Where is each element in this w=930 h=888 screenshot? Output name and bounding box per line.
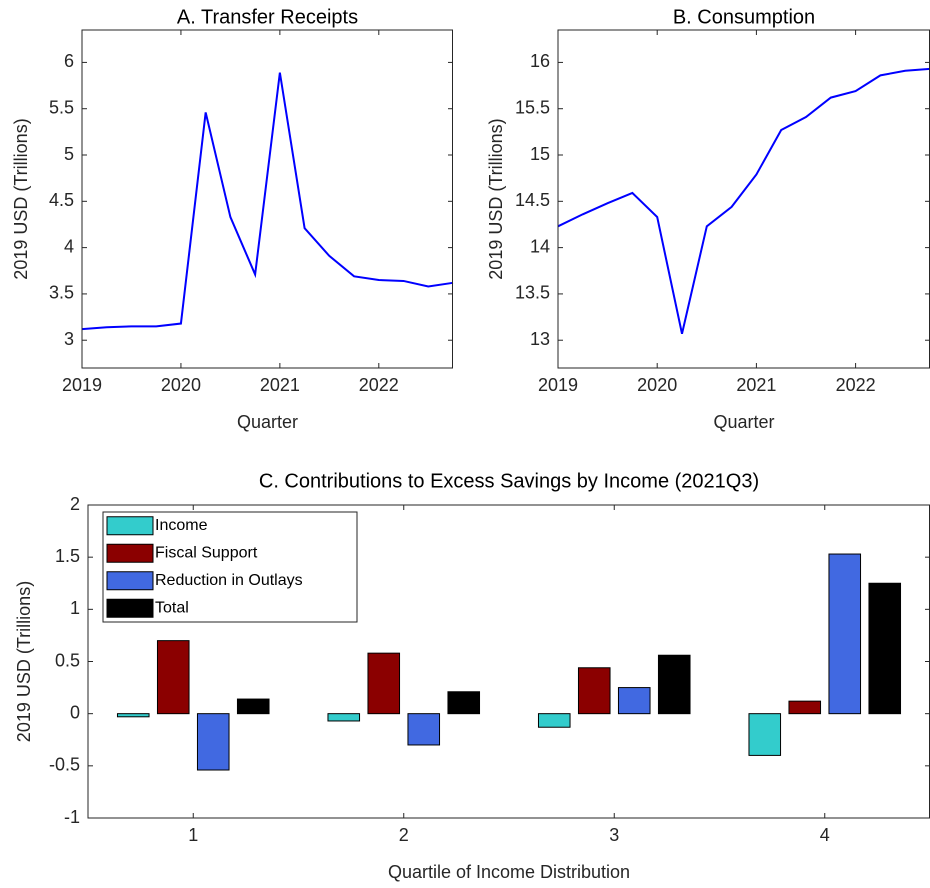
x-axis-label: Quarter bbox=[713, 412, 774, 432]
y-tick-label: 3.5 bbox=[49, 283, 74, 303]
x-tick-label: 2022 bbox=[359, 375, 399, 395]
bar bbox=[116, 713, 150, 718]
y-tick-label: 1 bbox=[70, 598, 80, 618]
y-tick-label: 4.5 bbox=[49, 190, 74, 210]
bar bbox=[537, 713, 571, 728]
chart-title: A. Transfer Receipts bbox=[177, 6, 358, 28]
x-tick-label: 2 bbox=[399, 825, 409, 845]
x-tick-label: 3 bbox=[609, 825, 619, 845]
x-axis-label: Quarter bbox=[237, 412, 298, 432]
bar bbox=[617, 687, 651, 715]
legend-swatch bbox=[106, 543, 154, 563]
y-tick-label: 15 bbox=[530, 144, 550, 164]
y-tick-label: 4 bbox=[64, 236, 74, 256]
x-tick-label: 2020 bbox=[637, 375, 677, 395]
y-tick-label: 0 bbox=[70, 702, 80, 722]
legend-swatch bbox=[106, 571, 154, 591]
bar bbox=[828, 553, 862, 715]
y-tick-label: -1 bbox=[64, 807, 80, 827]
x-tick-label: 2021 bbox=[260, 375, 300, 395]
line bbox=[81, 72, 454, 331]
y-tick-label: 5 bbox=[64, 144, 74, 164]
bar bbox=[367, 652, 401, 715]
y-tick-label: 16 bbox=[530, 51, 550, 71]
y-tick-label: 13.5 bbox=[515, 283, 550, 303]
x-tick-label: 2019 bbox=[62, 375, 102, 395]
y-axis-label: 2019 USD (Trillions) bbox=[11, 118, 31, 279]
x-tick-label: 4 bbox=[820, 825, 830, 845]
legend-label: Income bbox=[155, 517, 208, 534]
legend-label: Fiscal Support bbox=[155, 544, 258, 561]
x-tick-label: 2022 bbox=[836, 375, 876, 395]
legend-label: Reduction in Outlays bbox=[155, 572, 303, 589]
y-tick-label: 5.5 bbox=[49, 97, 74, 117]
bar bbox=[657, 654, 691, 715]
y-tick-label: 14.5 bbox=[515, 190, 550, 210]
y-tick-label: 13 bbox=[530, 329, 550, 349]
y-tick-label: 14 bbox=[530, 236, 550, 256]
bar bbox=[196, 713, 230, 771]
y-axis-label: 2019 USD (Trillions) bbox=[14, 581, 34, 742]
axes-frame bbox=[81, 29, 453, 369]
legend-swatch bbox=[106, 516, 154, 536]
y-tick-label: -0.5 bbox=[49, 755, 80, 775]
line bbox=[557, 67, 930, 334]
legend-label: Total bbox=[155, 599, 189, 616]
y-axis-label: 2019 USD (Trillions) bbox=[486, 118, 506, 279]
y-tick-label: 0.5 bbox=[55, 650, 80, 670]
x-axis-label: Quartile of Income Distribution bbox=[388, 862, 630, 882]
bar bbox=[577, 667, 611, 715]
y-tick-label: 15.5 bbox=[515, 97, 550, 117]
bar bbox=[868, 582, 902, 715]
y-tick-label: 1.5 bbox=[55, 546, 80, 566]
chart-title: C. Contributions to Excess Savings by In… bbox=[259, 470, 759, 492]
x-tick-label: 1 bbox=[188, 825, 198, 845]
x-tick-label: 2021 bbox=[736, 375, 776, 395]
x-tick-label: 2020 bbox=[161, 375, 201, 395]
y-tick-label: 2 bbox=[70, 494, 80, 514]
bar bbox=[236, 698, 270, 715]
x-tick-label: 2019 bbox=[538, 375, 578, 395]
y-tick-label: 6 bbox=[64, 51, 74, 71]
bar bbox=[447, 691, 481, 715]
bar bbox=[407, 713, 441, 746]
bar bbox=[748, 713, 782, 756]
legend-swatch bbox=[106, 598, 154, 618]
chart-title: B. Consumption bbox=[673, 6, 815, 28]
bar bbox=[156, 640, 190, 715]
bar bbox=[327, 713, 361, 722]
y-tick-label: 3 bbox=[64, 329, 74, 349]
bar bbox=[788, 700, 822, 715]
